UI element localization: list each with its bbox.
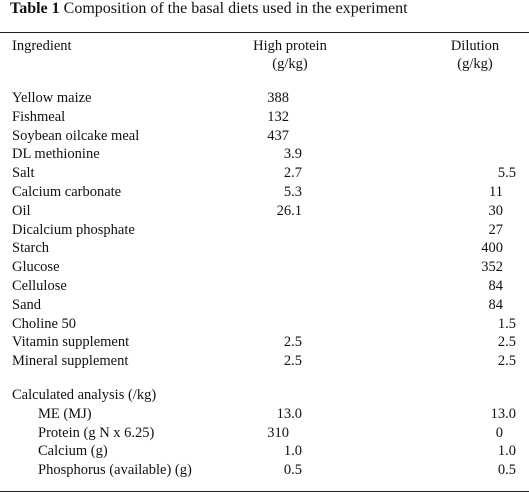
- high-protein-value: 388: [267, 90, 289, 106]
- analysis-dilution-value: 0.5: [497, 462, 516, 479]
- analysis-high-protein-value: 1.0: [283, 443, 302, 460]
- high-protein-value: 5.3: [283, 184, 302, 200]
- header-dilution-unit: (g/kg): [457, 56, 493, 72]
- analysis-high-protein-value: 0.5: [283, 462, 302, 479]
- ingredient-name: Dicalcium phosphate: [12, 221, 135, 238]
- analysis-name: ME (MJ): [38, 405, 92, 422]
- ingredient-name: Soybean oilcake meal: [12, 127, 140, 144]
- header-ingredient: Ingredient: [12, 38, 72, 54]
- analysis-dilution-value: 1.0: [497, 443, 516, 460]
- table-number: Table 1: [10, 0, 60, 17]
- ingredient-name: Yellow maize: [12, 90, 92, 106]
- analysis-high-protein-value: 13.0: [276, 405, 302, 422]
- ingredient-name: Glucose: [12, 259, 60, 276]
- dilution-value: 1.5: [497, 315, 516, 332]
- dilution-value: 11: [489, 184, 503, 200]
- high-protein-value: 26.1: [276, 202, 302, 219]
- ingredient-name: Starch: [12, 240, 50, 257]
- dilution-value: 84: [488, 278, 504, 294]
- top-rule: [0, 32, 529, 33]
- ingredient-name: DL methionine: [12, 146, 100, 163]
- analysis-dilution-value: 0: [495, 424, 503, 441]
- ingredient-name: Oil: [12, 202, 31, 219]
- high-protein-value: 2.7: [283, 165, 302, 182]
- high-protein-value: 3.9: [283, 146, 302, 163]
- dilution-value: 2.5: [497, 334, 516, 351]
- dilution-value: 30: [488, 202, 504, 219]
- table-caption: Table 1 Composition of the basal diets u…: [10, 0, 408, 18]
- high-protein-value: 437: [267, 127, 289, 144]
- ingredient-name: Salt: [12, 165, 35, 182]
- analysis-name: Phosphorus (available) (g): [38, 462, 192, 479]
- header-high-protein-unit: (g/kg): [272, 56, 308, 72]
- high-protein-value: 132: [267, 108, 289, 125]
- dilution-value: 84: [488, 296, 504, 313]
- high-protein-value: 2.5: [283, 334, 302, 351]
- ingredient-name: Cellulose: [12, 278, 67, 294]
- analysis-heading: Calculated analysis (/kg): [12, 387, 157, 403]
- dilution-value: 352: [481, 259, 503, 276]
- analysis-high-protein-value: 310: [267, 424, 289, 441]
- dilution-value: 27: [488, 221, 504, 238]
- analysis-dilution-value: 13.0: [490, 405, 516, 422]
- dilution-value: 5.5: [497, 165, 516, 182]
- analysis-name: Protein (g N x 6.25): [38, 424, 155, 441]
- dilution-value: 2.5: [497, 353, 516, 370]
- analysis-name: Calcium (g): [38, 443, 108, 460]
- ingredient-name: Choline 50: [12, 315, 77, 332]
- ingredient-name: Mineral supplement: [12, 353, 129, 370]
- header-dilution: Dilution: [450, 38, 500, 54]
- table-title: Composition of the basal diets used in t…: [63, 0, 408, 17]
- ingredient-name: Sand: [12, 296, 41, 313]
- ingredient-name: Calcium carbonate: [12, 184, 122, 200]
- ingredient-name: Fishmeal: [12, 108, 66, 125]
- dilution-value: 400: [481, 240, 503, 257]
- high-protein-value: 2.5: [283, 353, 302, 370]
- bottom-rule: [0, 491, 529, 492]
- ingredient-name: Vitamin supplement: [12, 334, 130, 351]
- header-high-protein: High protein: [253, 38, 327, 54]
